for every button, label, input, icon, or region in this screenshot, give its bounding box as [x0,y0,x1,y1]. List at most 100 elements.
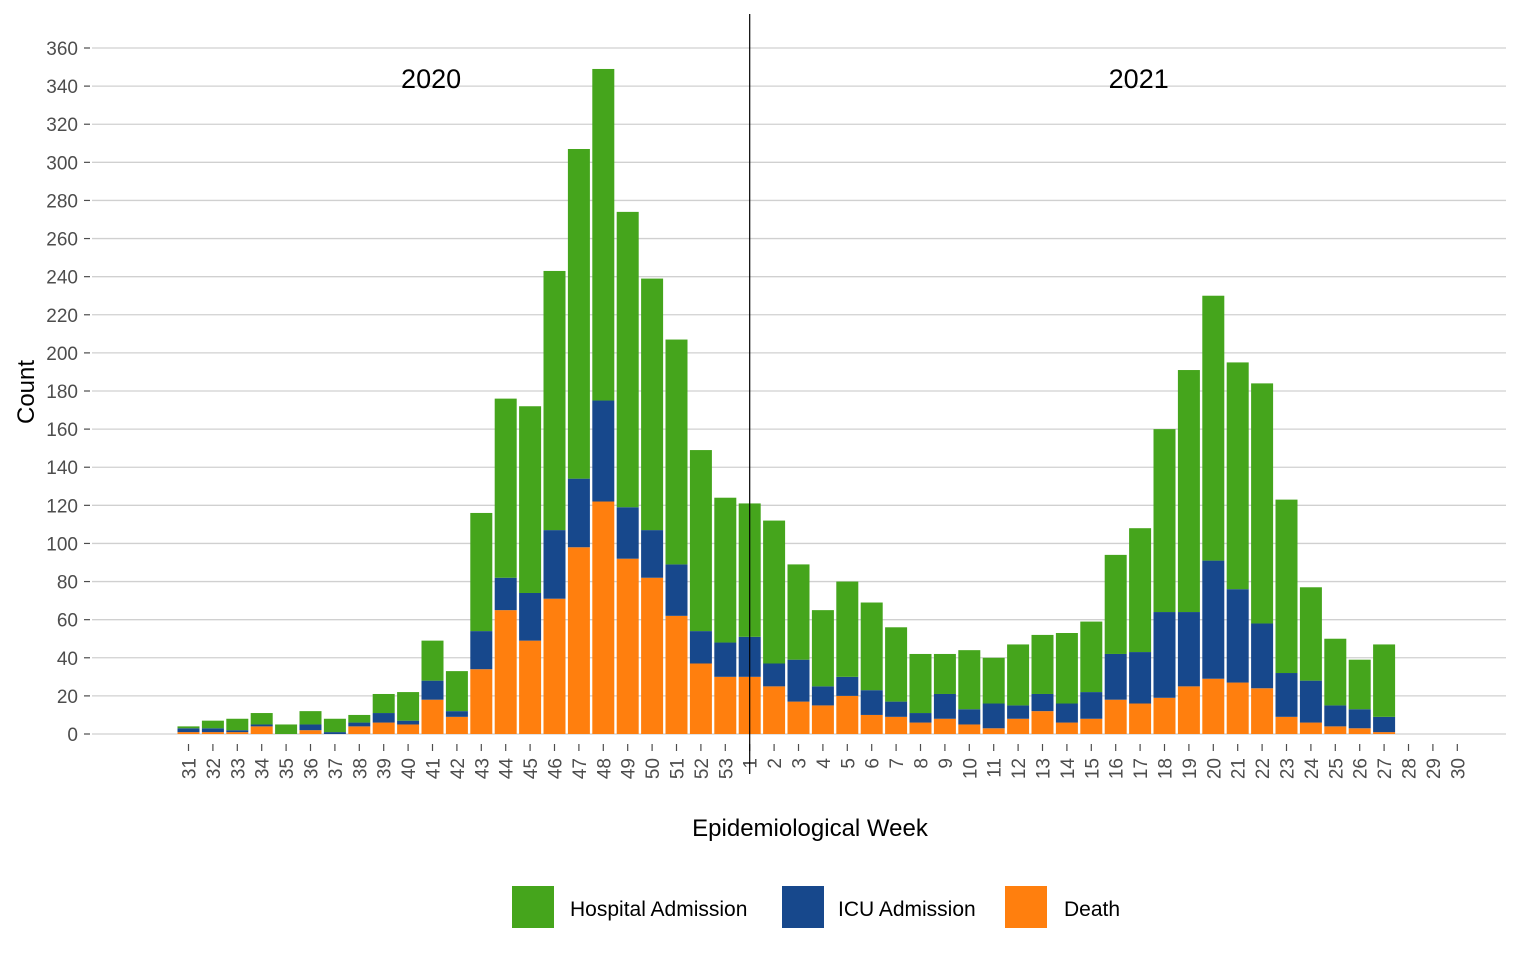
bar-segment [1129,652,1152,704]
x-tick-label: 23 [1278,758,1299,779]
y-tick-label: 40 [57,649,78,670]
x-tick-label: 41 [424,758,445,779]
legend-label: Hospital Admission [570,898,747,921]
bar-segment [177,728,200,733]
x-tick-label: 18 [1156,758,1177,779]
bar-segment [1275,499,1298,674]
bar-segment [1177,612,1200,687]
bar-segment [1104,554,1127,654]
bar-segment [470,669,493,734]
bar-segment [201,720,224,729]
bar-segment [763,663,786,687]
bar-segment [397,724,420,734]
bar-segment [1031,711,1054,734]
bar-segment [397,720,420,725]
x-tick-label: 39 [375,758,396,779]
bar-segment [1324,705,1347,727]
bar-segment [348,714,371,723]
y-tick-label: 280 [46,191,78,212]
bar-segment [226,732,249,734]
bar-segment [1080,718,1103,734]
bar-segment [714,676,737,734]
bar-segment [933,653,956,694]
bar-segment [836,695,859,734]
bar-segment [1080,692,1103,719]
bar-segment [1324,638,1347,706]
bar-segment [592,68,615,401]
bar-segment [665,615,688,734]
bar-segment [1348,709,1371,729]
bar-segment [689,450,712,632]
legend: Hospital Admission ICU Admission Death [512,886,1120,928]
y-tick-label: 220 [46,306,78,327]
y-axis-ticks: 0 20 40 60 80 100 120 140 160 180 200 220 240 260 280 3… [46,39,90,746]
y-tick-label: 120 [46,496,78,517]
bar-segment [1177,370,1200,613]
bar-segment [372,693,395,714]
y-tick-label: 20 [57,687,78,708]
bar-segment [689,631,712,664]
bar-segment [1324,726,1347,734]
y-tick-label: 140 [46,458,78,479]
bar-segment [885,716,908,734]
x-tick-label: 25 [1326,758,1347,779]
bar-segment [177,726,200,729]
bar-segment [348,722,371,727]
bar-segment [519,640,542,734]
bar-segment [1055,722,1078,734]
bar-segment [860,690,883,715]
y-tick-label: 180 [46,382,78,403]
y-tick-label: 320 [46,115,78,136]
bar-segment [1007,705,1030,719]
x-tick-label: 4 [814,758,835,769]
bar-segment [958,709,981,725]
y-tick-label: 100 [46,534,78,555]
x-tick-label: 45 [521,758,542,779]
x-tick-label: 49 [619,758,640,779]
y-axis-title: Count [13,360,40,424]
bar-segment [982,703,1005,729]
bar-segment [1299,680,1322,723]
bar-segment [787,659,810,702]
bar-segment [982,728,1005,734]
x-tick-label: 29 [1424,758,1445,779]
legend-swatch [512,886,554,928]
bar-segment [397,692,420,721]
y-tick-label: 160 [46,420,78,441]
x-tick-label: 35 [277,758,298,779]
y-tick-label: 0 [67,725,78,746]
bar-segment [1251,623,1274,689]
x-tick-label: 31 [180,758,201,779]
x-tick-label: 33 [228,758,249,779]
bar-segment [1299,587,1322,681]
bar-segment [1251,383,1274,624]
bar-segment [933,718,956,734]
bar-segment [1226,589,1249,683]
x-tick-label: 10 [960,758,981,779]
bar-segment [1202,295,1225,561]
bar-segment [470,631,493,670]
x-tick-label: 17 [1131,758,1152,779]
x-tick-label: 44 [497,758,518,780]
bar-segment [201,728,224,733]
x-tick-label: 30 [1448,758,1469,779]
bar-segment [1251,688,1274,734]
bar-segment [836,676,859,696]
year-annotation: 2020 [401,64,461,94]
bar-segment [641,577,664,734]
bar-segment [1275,673,1298,717]
x-tick-label: 46 [546,758,567,779]
x-tick-label: 24 [1302,758,1323,780]
bar-segment [250,713,273,725]
bar-segment [616,507,639,559]
bar-segment [250,726,273,734]
x-tick-label: 53 [716,758,737,779]
bar-segment [811,686,834,706]
bar-segment [567,148,590,479]
bar-segment [494,398,517,578]
x-tick-label: 21 [1229,758,1250,779]
y-tick-label: 200 [46,344,78,365]
x-tick-label: 15 [1082,758,1103,779]
y-tick-label: 240 [46,268,78,289]
